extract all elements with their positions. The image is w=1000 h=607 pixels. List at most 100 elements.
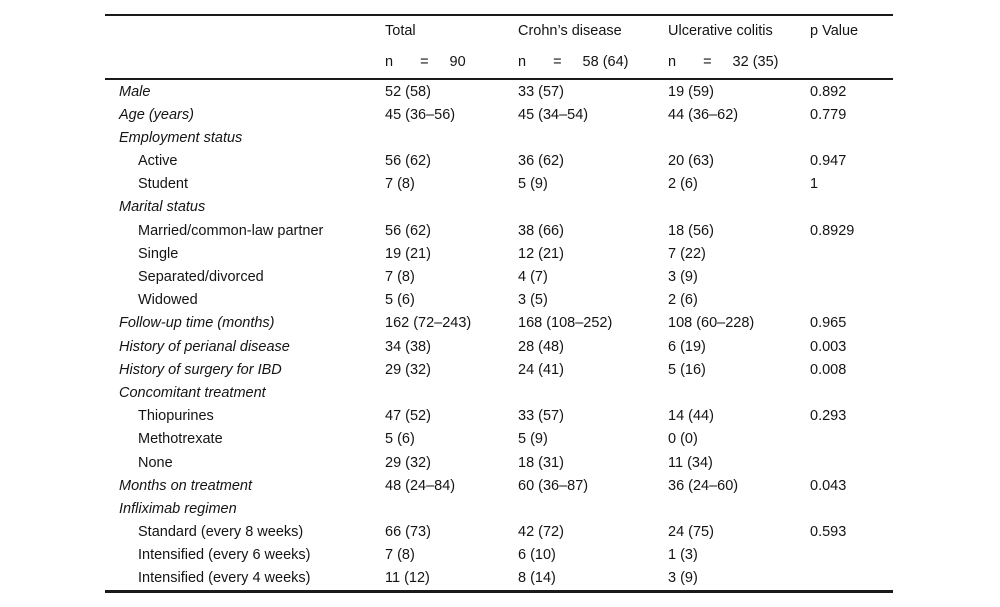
table-row: History of perianal disease 34 (38) 28 (48… [105,335,893,358]
cell-crohns: 33 (57) [518,408,564,425]
table-row: Infliximab regimen [105,498,893,521]
n-total: n = 90 [385,55,518,70]
cell-p-value: 0.003 [810,338,847,355]
column-header-p-value: p Value [810,23,859,40]
cell-crohns: 38 (66) [518,222,564,239]
cell-ulcerative-colitis: 108 (60–228) [668,315,755,332]
cell-total: 5 (6) [385,292,415,309]
cell-total: 47 (52) [385,408,431,425]
table-row: Concomitant treatment [105,382,893,405]
table-bottom-rule [105,590,893,593]
row-label: History of perianal disease [119,338,290,355]
row-label: Intensified (every 6 weeks) [138,547,311,564]
cell-p-value: 0.593 [810,524,847,541]
cell-crohns: 45 (34–54) [518,106,589,123]
table-row: Intensified (every 6 weeks) 7 (8) 6 (10) 1 … [105,544,893,567]
cell-crohns: 168 (108–252) [518,315,613,332]
cell-crohns: 36 (62) [518,153,564,170]
table-row: Methotrexate 5 (6) 5 (9) 0 (0) [105,428,893,451]
table-row: Student 7 (8) 5 (9) 2 (6) 1 [105,173,893,196]
cell-total: 48 (24–84) [385,477,456,494]
table-row: Separated/divorced 7 (8) 4 (7) 3 (9) [105,266,893,289]
cell-total: 19 (21) [385,245,431,262]
cell-p-value: 1 [810,176,819,193]
cell-p-value: 0.965 [810,315,847,332]
cell-ulcerative-colitis: 6 (19) [668,338,706,355]
cell-total: 11 (12) [385,570,430,587]
cell-total: 29 (32) [385,454,431,471]
row-label: Months on treatment [119,477,252,494]
row-label: Thiopurines [138,408,214,425]
table-row: Thiopurines 47 (52) 33 (57) 14 (44) 0.293 [105,405,893,428]
row-label: Marital status [119,199,206,216]
cell-ulcerative-colitis: 2 (6) [668,292,698,309]
table-row: History of surgery for IBD 29 (32) 24 (41)… [105,358,893,381]
n-prefix: n [385,54,394,71]
cell-ulcerative-colitis: 19 (59) [668,83,714,100]
cell-ulcerative-colitis: 36 (24–60) [668,477,739,494]
column-header-ulcerative-colitis: Ulcerative colitis [668,23,773,40]
cell-total: 56 (62) [385,222,431,239]
row-label: Concomitant treatment [119,384,266,401]
table-row: Months on treatment 48 (24–84) 60 (36–87) 3… [105,474,893,497]
cell-total: 162 (72–243) [385,315,472,332]
table-header-rule [105,77,893,81]
n-value: 90 [449,54,466,71]
cell-ulcerative-colitis: 11 (34) [668,454,713,471]
cell-p-value: 0.892 [810,83,847,100]
cell-total: 56 (62) [385,153,431,170]
cell-p-value: 0.8929 [810,222,855,239]
cell-ulcerative-colitis: 44 (36–62) [668,106,739,123]
cell-total: 7 (8) [385,176,415,193]
row-label: Active [138,153,178,170]
table-top-rule [105,14,893,16]
cell-ulcerative-colitis: 2 (6) [668,176,698,193]
cell-crohns: 4 (7) [518,269,548,286]
cell-total: 66 (73) [385,524,431,541]
row-label: Married/common-law partner [138,222,324,239]
cell-crohns: 5 (9) [518,176,548,193]
row-label: Widowed [138,292,198,309]
cell-ulcerative-colitis: 24 (75) [668,524,714,541]
table-row: None 29 (32) 18 (31) 11 (34) [105,451,893,474]
table-row: Intensified (every 4 weeks) 11 (12) 8 (14)… [105,567,893,590]
n-prefix: n [518,54,527,71]
cell-ulcerative-colitis: 20 (63) [668,153,714,170]
cell-ulcerative-colitis: 3 (9) [668,269,698,286]
table-row: Active 56 (62) 36 (62) 20 (63) 0.947 [105,150,893,173]
cell-ulcerative-colitis: 7 (22) [668,245,706,262]
row-label: None [138,454,173,471]
cell-crohns: 33 (57) [518,83,564,100]
equals-sign: = [703,54,712,71]
cell-ulcerative-colitis: 1 (3) [668,547,698,564]
cell-p-value: 0.779 [810,106,847,123]
cell-total: 7 (8) [385,269,415,286]
cell-crohns: 8 (14) [518,570,556,587]
column-header-total: Total [385,23,416,40]
equals-sign: = [420,54,429,71]
row-label: History of surgery for IBD [119,361,282,378]
cell-total: 34 (38) [385,338,431,355]
row-label: Age (years) [119,106,194,123]
table-row: Follow-up time (months) 162 (72–243) 168 (… [105,312,893,335]
table-row: Male 52 (58) 33 (57) 19 (59) 0.892 [105,80,893,103]
n-value: 58 (64) [582,54,629,71]
row-label: Infliximab regimen [119,500,237,517]
n-ulcerative-colitis: n = 32 (35) [668,55,810,70]
cell-crohns: 18 (31) [518,454,564,471]
table-row: Standard (every 8 weeks) 66 (73) 42 (72) 24… [105,521,893,544]
cell-ulcerative-colitis: 3 (9) [668,570,698,587]
cell-total: 7 (8) [385,547,415,564]
cell-crohns: 24 (41) [518,361,564,378]
cell-total: 5 (6) [385,431,415,448]
cell-crohns: 6 (10) [518,547,556,564]
cell-p-value: 0.043 [810,477,847,494]
table-body: Male 52 (58) 33 (57) 19 (59) 0.892 Age (years… [105,80,893,590]
table-row: Marital status [105,196,893,219]
table-header: Total Crohn’s disease Ulcerative colitis… [105,16,893,78]
patient-characteristics-table: Total Crohn’s disease Ulcerative colitis… [105,14,893,593]
table-row: Single 19 (21) 12 (21) 7 (22) [105,243,893,266]
cell-crohns: 42 (72) [518,524,564,541]
row-label: Student [138,176,188,193]
row-label: Single [138,245,179,262]
